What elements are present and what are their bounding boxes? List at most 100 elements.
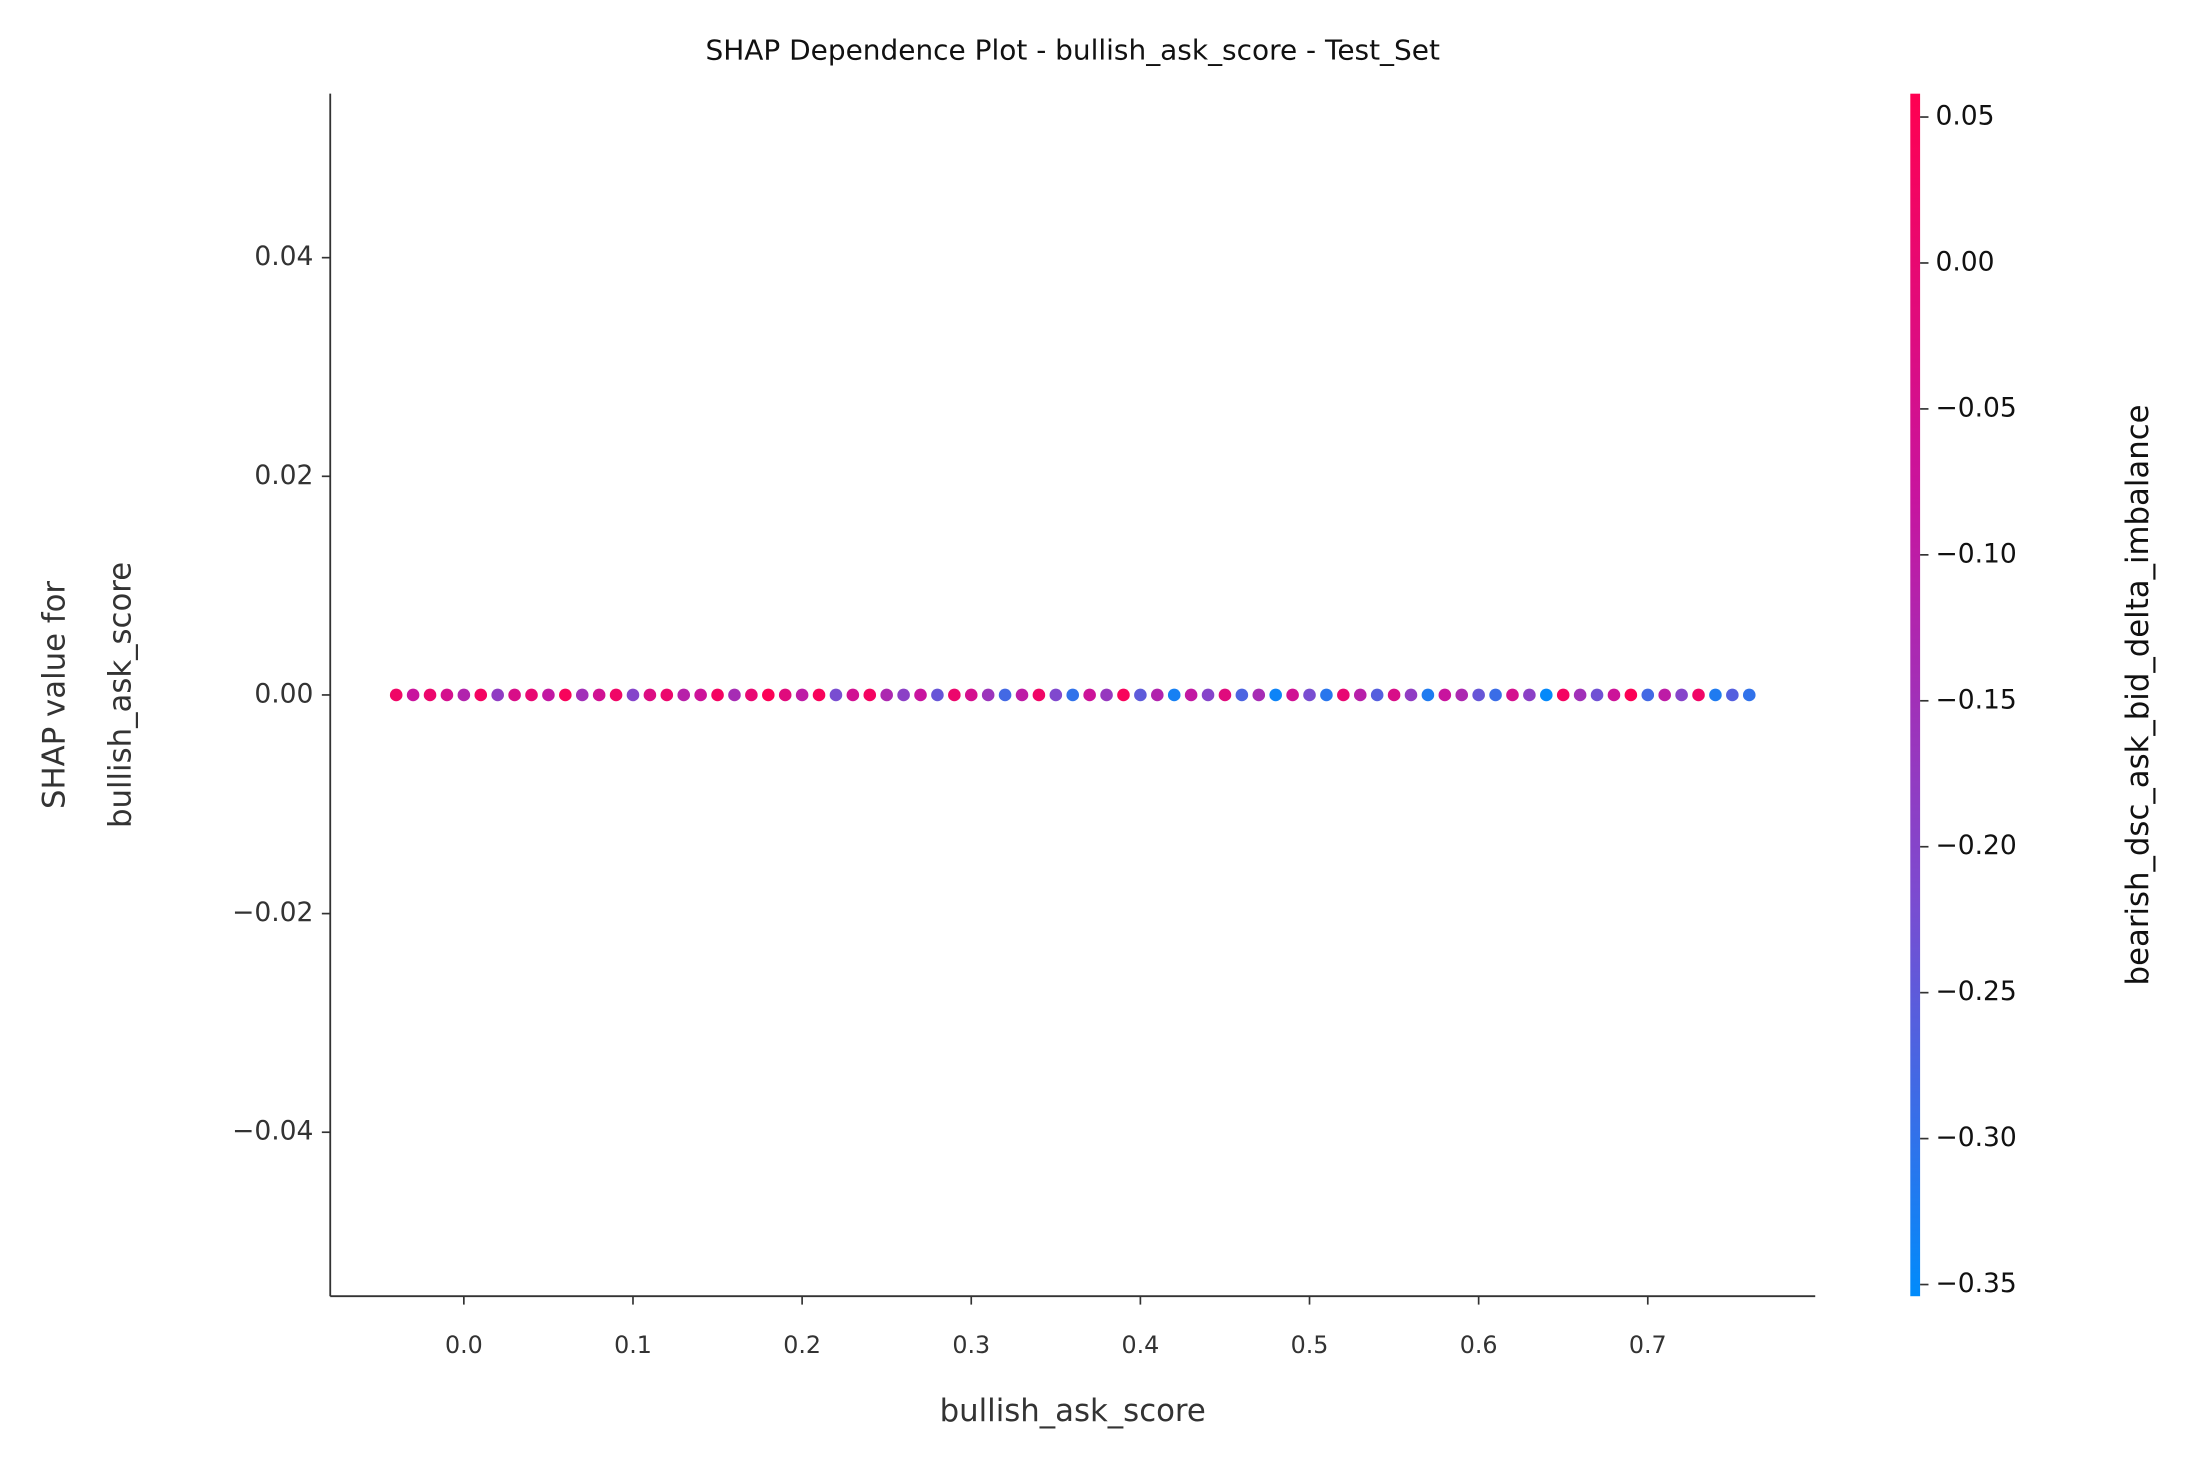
point — [728, 688, 741, 702]
x-tick-label: 0.4 — [1121, 1331, 1159, 1359]
point — [474, 688, 488, 702]
point — [1286, 688, 1299, 702]
point — [914, 688, 927, 702]
point — [592, 688, 606, 702]
point — [1624, 688, 1638, 702]
point — [981, 688, 995, 702]
point — [677, 688, 691, 702]
colorbar-tick-label: −0.15 — [1935, 684, 2016, 715]
colorbar-tick-label: −0.35 — [1935, 1268, 2016, 1299]
point — [1455, 688, 1469, 702]
point — [1218, 688, 1232, 702]
point — [1742, 688, 1756, 702]
point — [423, 688, 437, 702]
point — [1015, 688, 1029, 702]
x-axis-label: bullish_ask_score — [940, 1393, 1206, 1429]
y-axis-label: bullish_ask_score — [102, 562, 138, 828]
point — [880, 688, 893, 702]
point — [1083, 688, 1096, 702]
x-tick-label: 0.7 — [1629, 1331, 1667, 1359]
point — [626, 688, 640, 702]
point — [609, 688, 623, 702]
point — [643, 688, 657, 702]
point — [389, 688, 403, 702]
point — [694, 688, 707, 702]
point — [406, 688, 420, 702]
x-tick-label: 0.2 — [783, 1331, 821, 1359]
point — [1201, 688, 1215, 702]
point — [1404, 688, 1418, 702]
point — [1134, 688, 1147, 702]
point — [1337, 688, 1350, 702]
colorbar-tick-label: −0.30 — [1935, 1122, 2016, 1153]
point — [1540, 688, 1553, 702]
point — [1438, 688, 1452, 702]
point — [1387, 688, 1401, 702]
point — [1692, 688, 1705, 702]
chart-title: SHAP Dependence Plot - bullish_ask_score… — [706, 34, 1440, 67]
point — [829, 688, 843, 702]
point — [1675, 688, 1688, 702]
y-tick-label: 0.02 — [254, 460, 313, 491]
point — [1235, 688, 1249, 702]
point — [542, 688, 555, 702]
point — [457, 688, 471, 702]
point — [931, 688, 944, 702]
x-tick-label: 0.6 — [1460, 1331, 1498, 1359]
x-tick-label: 0.3 — [952, 1331, 990, 1359]
point — [1472, 688, 1485, 702]
point — [575, 688, 589, 702]
point — [948, 688, 961, 702]
y-tick-label: 0.04 — [254, 241, 313, 272]
point — [761, 688, 775, 702]
point — [440, 688, 454, 702]
y-axis-label: SHAP value for — [37, 581, 73, 809]
point — [1489, 688, 1502, 702]
point — [1303, 688, 1316, 702]
point — [1573, 688, 1587, 702]
point — [1641, 688, 1655, 702]
point — [1607, 688, 1621, 702]
point — [1167, 688, 1181, 702]
point — [897, 688, 910, 702]
colorbar-tick-label: −0.25 — [1935, 976, 2016, 1007]
point — [1506, 688, 1519, 702]
point — [1184, 688, 1198, 702]
y-tick-label: −0.02 — [232, 897, 313, 928]
x-tick-label: 0.0 — [445, 1331, 483, 1359]
point — [795, 688, 809, 702]
point — [559, 688, 572, 702]
point — [491, 688, 504, 702]
colorbar — [1910, 93, 1921, 1297]
point — [745, 688, 758, 702]
point — [711, 688, 724, 702]
point — [660, 688, 674, 702]
point — [846, 688, 860, 702]
colorbar-label: bearish_dsc_ask_bid_delta_imbalance — [2120, 404, 2156, 985]
point — [1556, 688, 1570, 702]
point — [1421, 688, 1435, 702]
point — [1590, 688, 1604, 702]
colorbar-tick-label: −0.20 — [1935, 830, 2016, 861]
point — [1066, 688, 1080, 702]
point — [1726, 688, 1739, 702]
y-tick-label: 0.00 — [254, 678, 313, 709]
point — [778, 688, 792, 702]
point — [1320, 688, 1333, 702]
point — [508, 688, 521, 702]
point — [1032, 688, 1046, 702]
point — [1709, 688, 1722, 702]
point — [964, 688, 978, 702]
point — [1269, 688, 1282, 702]
point — [1523, 688, 1536, 702]
point — [525, 688, 538, 702]
point — [1100, 688, 1113, 702]
point — [998, 688, 1012, 702]
point — [1353, 688, 1367, 702]
colorbar-tick-label: 0.05 — [1935, 101, 1994, 132]
point — [1370, 688, 1384, 702]
x-tick-label: 0.1 — [614, 1331, 652, 1359]
point — [1252, 688, 1266, 702]
point — [1658, 688, 1671, 702]
